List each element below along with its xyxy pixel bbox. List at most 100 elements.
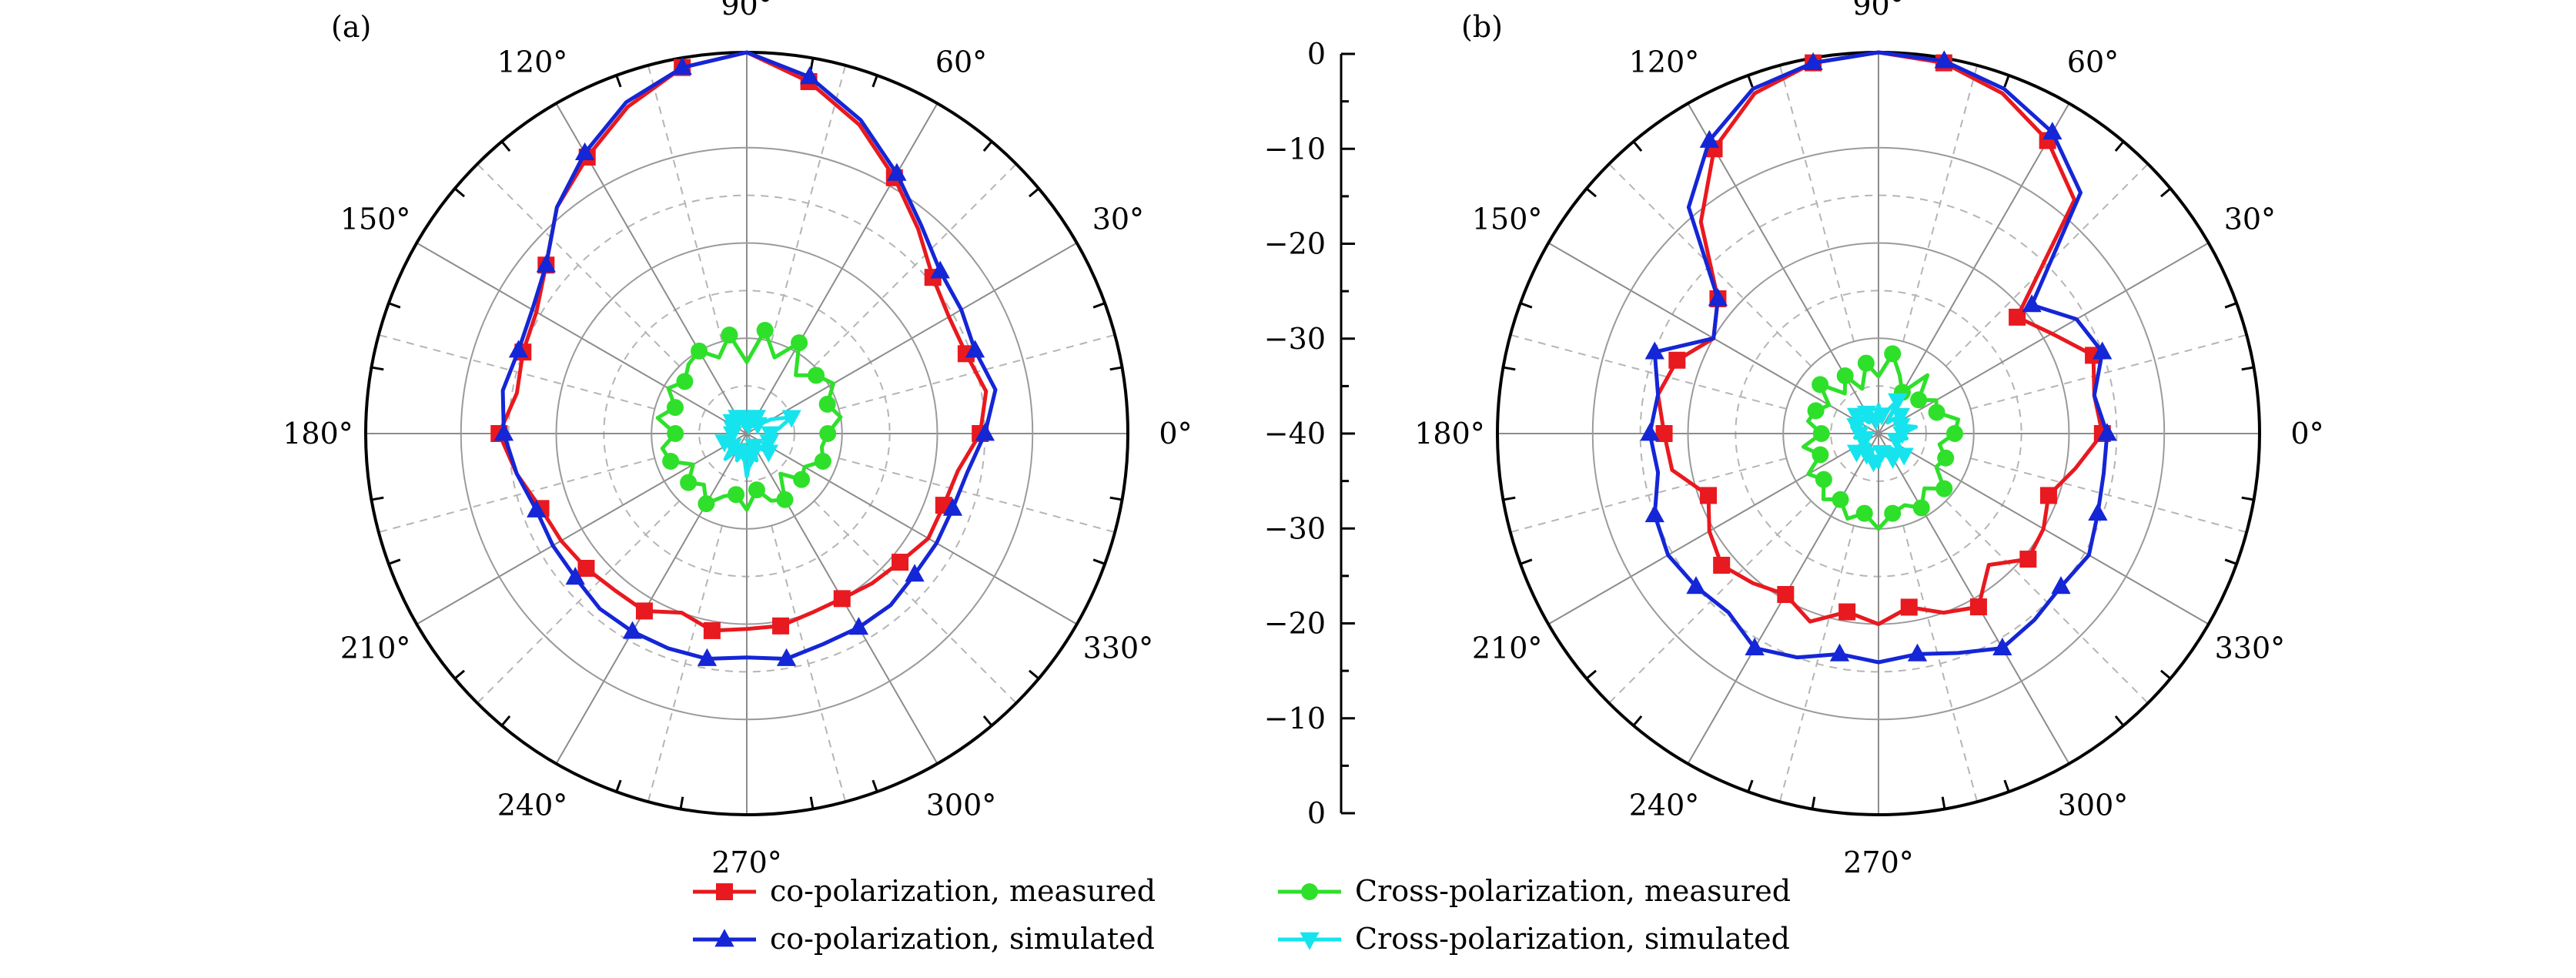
marker-b-x_sim-280	[1872, 445, 1892, 464]
marker-a-co_meas-260	[703, 621, 721, 639]
marker-b-co_sim-240	[1745, 637, 1765, 655]
angle-label-b-330: 330°	[2215, 631, 2286, 665]
marker-b-co_sim-200	[1644, 504, 1664, 523]
legend-entry-x_sim: Cross-polarization, simulated	[1278, 922, 1790, 956]
marker-a-x_sim-280	[741, 450, 761, 468]
angle-label-a-330: 330°	[1083, 631, 1154, 665]
marker-b-co_meas-340	[2039, 487, 2057, 504]
panel-label-b: (b)	[1461, 10, 1503, 44]
minor-spoke-b-225	[1608, 500, 1812, 704]
outer-tick-b-130	[1632, 140, 1643, 152]
outer-tick-a-20	[1092, 302, 1106, 309]
marker-b-x_meas-80	[1884, 345, 1902, 363]
marker-a-x_meas-300	[776, 491, 794, 508]
markers-a-x_meas	[662, 321, 837, 513]
marker-b-co_meas-200	[1700, 487, 1718, 504]
marker-a-x_meas-120	[691, 342, 708, 360]
marker-a-x_sim-340	[759, 434, 779, 453]
markers-b-co_sim	[1640, 50, 2117, 661]
radial-tick-label-5: −30	[1264, 511, 1326, 545]
outer-tick-b-290	[2003, 779, 2010, 792]
marker-b-co_meas-260	[1838, 603, 1856, 621]
marker-b-co_sim-160	[1644, 341, 1664, 360]
outer-tick-a-130	[500, 140, 511, 152]
marker-b-x_meas-160	[1807, 402, 1825, 420]
marker-a-x_meas-200	[662, 452, 680, 470]
outer-tick-a-80	[809, 58, 815, 71]
marker-b-co_sim-60	[2042, 122, 2062, 140]
outer-tick-a-140	[453, 187, 466, 198]
marker-a-co_sim-120	[574, 142, 595, 160]
marker-b-x_sim-140	[1846, 407, 1867, 426]
marker-b-x_sim-340	[1886, 433, 1906, 451]
radial-tick-label-6: −20	[1264, 607, 1326, 641]
marker-b-co_sim-20	[2093, 341, 2113, 360]
outer-tick-a-320	[1028, 669, 1040, 680]
outer-tick-a-280	[809, 796, 815, 809]
minor-spoke-b-345	[1970, 457, 2247, 534]
outer-tick-b-310	[2114, 715, 2125, 727]
marker-a-x_meas-0	[819, 425, 837, 442]
outer-tick-b-10	[2241, 366, 2254, 371]
minor-spoke-a-285	[771, 525, 847, 802]
marker-b-x_meas-320	[1935, 480, 1953, 497]
outer-tick-b-170	[1503, 366, 1516, 371]
minor-spoke-a-255	[647, 525, 723, 802]
angle-label-a-150: 150°	[340, 203, 411, 236]
marker-b-x_meas-0	[1946, 425, 1963, 442]
minor-spoke-a-345	[838, 457, 1116, 534]
outer-tick-a-190	[371, 496, 384, 501]
pattern-traces-b	[1640, 50, 2117, 665]
marker-a-x_meas-100	[721, 327, 738, 344]
minor-spoke-b-15	[1970, 333, 2247, 410]
marker-b-co_meas-280	[1900, 598, 1918, 616]
minor-spoke-a-195	[378, 457, 655, 534]
outer-tick-b-260	[1811, 796, 1816, 809]
marker-a-co_sim-340	[942, 497, 963, 516]
marker-a-co_meas-320	[892, 554, 909, 571]
minor-spoke-b-105	[1778, 65, 1855, 342]
outer-tick-a-40	[1028, 187, 1040, 198]
major-ring-b-0	[1591, 146, 2166, 721]
outer-tick-a-110	[615, 75, 622, 88]
marker-b-co_meas-160	[1668, 351, 1686, 369]
outer-tick-a-50	[982, 140, 993, 152]
marker-b-x_meas-260	[1855, 504, 1873, 522]
angle-label-b-90: 90°	[1852, 0, 1904, 22]
marker-b-co_sim-300	[1992, 637, 2012, 655]
legend-entry-co_sim: co-polarization, simulated	[693, 922, 1155, 956]
marker-b-x_sim-40	[1890, 407, 1911, 426]
marker-b-x_sim-60	[1888, 393, 1908, 411]
marker-a-x_sim-20	[781, 410, 801, 428]
angle-label-a-120: 120°	[497, 45, 568, 79]
outer-tick-b-250	[1747, 779, 1754, 792]
outer-tick-b-20	[2224, 302, 2237, 309]
outer-tick-b-40	[2159, 187, 2172, 198]
markers-b-x_meas	[1807, 345, 1963, 522]
marker-b-co_sim-120	[1699, 129, 1719, 148]
marker-b-co_meas-240	[1777, 585, 1795, 603]
marker-b-x_sim-300	[1882, 450, 1903, 469]
marker-b-x_meas-340	[1937, 449, 1955, 467]
marker-b-x_meas-180	[1812, 425, 1830, 442]
angle-labels-a: 0° 30° 60° 90° 120° 150° 180° 210° 240° 270° 300° 3…	[283, 0, 1192, 879]
angle-label-b-180: 180°	[1414, 417, 1485, 450]
legend-marker-x_meas	[1301, 883, 1318, 900]
outer-tick-a-350	[1109, 496, 1122, 501]
radial-tick-label-4: −40	[1264, 417, 1326, 450]
marker-a-x_meas-80	[756, 321, 774, 339]
marker-a-co_sim-100	[672, 56, 692, 75]
marker-b-x_meas-280	[1884, 504, 1902, 522]
outer-tick-a-230	[500, 715, 511, 727]
marker-a-co_meas-240	[635, 602, 653, 620]
angle-label-a-300: 300°	[926, 788, 997, 822]
angle-label-a-270: 270°	[711, 846, 782, 879]
outer-tick-b-160	[1520, 302, 1533, 309]
marker-a-co_sim-80	[800, 66, 820, 85]
marker-b-co_meas-40	[2009, 308, 2026, 326]
marker-a-co_meas-280	[772, 617, 790, 635]
angle-label-b-0: 0°	[2290, 417, 2323, 450]
outer-tick-a-290	[871, 779, 878, 792]
angle-label-a-30: 30°	[1092, 203, 1144, 236]
legend-label-x_meas: Cross-polarization, measured	[1355, 874, 1791, 908]
